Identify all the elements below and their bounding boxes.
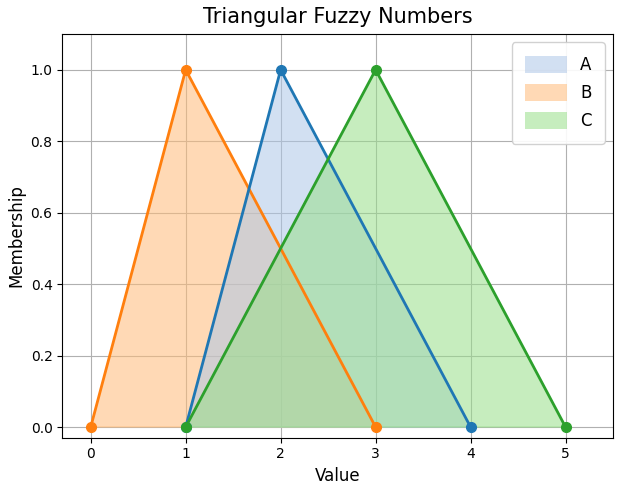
- Legend: A, B, C: A, B, C: [512, 42, 604, 144]
- Polygon shape: [91, 70, 376, 427]
- Y-axis label: Membership: Membership: [7, 184, 25, 287]
- Polygon shape: [185, 70, 565, 427]
- X-axis label: Value: Value: [315, 467, 360, 485]
- Title: Triangular Fuzzy Numbers: Triangular Fuzzy Numbers: [203, 7, 472, 27]
- Polygon shape: [185, 70, 471, 427]
